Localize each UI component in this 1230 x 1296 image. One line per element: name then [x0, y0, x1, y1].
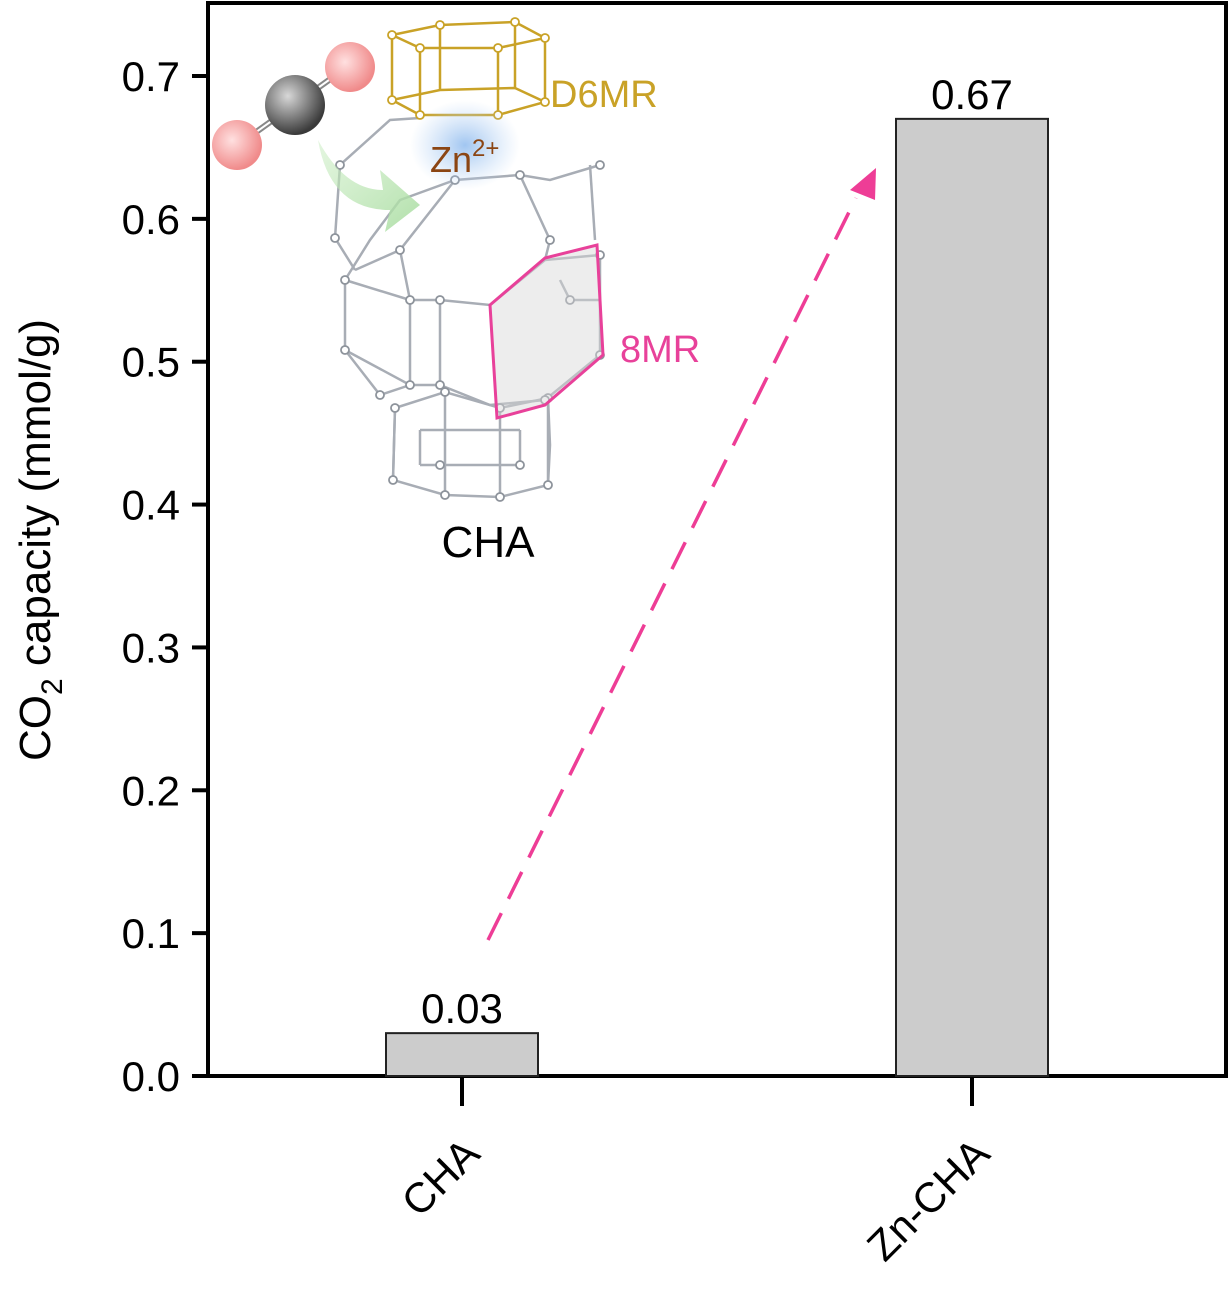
bar	[385, 1032, 539, 1077]
trend-arrow-head	[850, 168, 876, 200]
plot-frame	[206, 1, 1228, 1078]
label-zn: Zn2+	[430, 135, 499, 180]
y-axis-label: CO2 capacity (mmol/g)	[11, 319, 69, 761]
y-tick-label: 0.7	[122, 53, 180, 100]
bar-value-label: 0.03	[421, 985, 503, 1032]
bar	[895, 117, 1049, 1078]
y-tick-label: 0.6	[122, 196, 180, 243]
y-tick-label: 0.0	[122, 1053, 180, 1100]
y-tick-label: 0.4	[122, 482, 180, 529]
y-axis-label-prefix: CO	[11, 695, 60, 761]
label-cha-framework: CHA	[442, 518, 536, 567]
y-tick-label: 0.2	[122, 767, 180, 814]
d6mr-nodes	[387, 17, 550, 120]
8mr-ring	[488, 243, 605, 420]
8mr-face	[490, 245, 603, 418]
framework-nodes	[330, 160, 605, 502]
green-adsorption-arrow-icon	[318, 140, 420, 232]
label-zn-charge: 2+	[472, 135, 499, 162]
zn-glow	[410, 100, 520, 190]
y-tick-label: 0.1	[122, 910, 180, 957]
y-axis: 0.0 0.1 0.2 0.3 0.4 0.5 0.6 0.7	[122, 53, 208, 1100]
x-category-label: Zn-CHA	[858, 1129, 998, 1269]
label-zn-text: Zn	[430, 139, 472, 180]
bars-group: 0.03 0.67	[385, 71, 1049, 1078]
label-8mr: 8MR	[620, 329, 700, 371]
bar-value-label: 0.67	[931, 71, 1013, 118]
cha-framework-illustration	[333, 116, 602, 499]
y-axis-label-text: capacity (mmol/g)	[11, 319, 60, 666]
co2-molecule-icon	[212, 42, 375, 170]
trend-arrow-line	[486, 197, 858, 941]
x-axis: CHA Zn-CHA	[392, 1076, 998, 1270]
y-axis-label-subscript: 2	[36, 678, 69, 695]
label-d6mr: D6MR	[550, 74, 658, 116]
y-tick-label: 0.5	[122, 339, 180, 386]
y-tick-label: 0.3	[122, 624, 180, 671]
x-category-label: CHA	[392, 1129, 488, 1225]
